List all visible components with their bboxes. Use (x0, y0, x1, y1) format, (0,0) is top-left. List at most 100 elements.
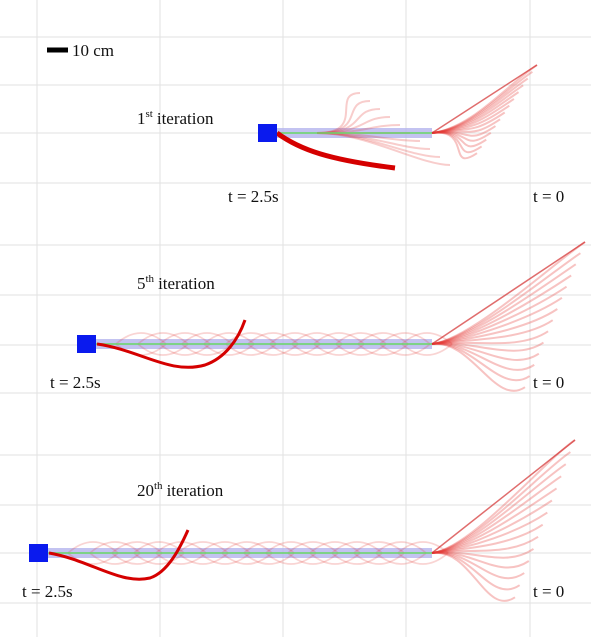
wave-curve (155, 552, 207, 565)
wave-curve (353, 552, 405, 565)
fan-curve (431, 98, 515, 134)
wave-curve (225, 332, 277, 345)
fan-curve (431, 342, 540, 361)
time-end: t = 0 (533, 373, 564, 392)
word: iteration (158, 274, 215, 293)
fan-curve (431, 131, 487, 148)
wave-curve (181, 343, 233, 356)
wave-curve (89, 552, 141, 565)
fan-curve (316, 92, 361, 134)
fan-curve (431, 252, 581, 345)
fan-curve (431, 131, 478, 160)
wave-curve (379, 332, 431, 345)
scale-label: 10 cm (72, 41, 114, 60)
wave-curve (331, 541, 383, 554)
fan-curve (431, 342, 531, 382)
fan-curve (316, 132, 451, 166)
fan-curve (431, 535, 539, 554)
wave-curve (401, 343, 453, 356)
wave-curve (331, 552, 383, 565)
wave-curve (397, 541, 449, 554)
wave-curve (313, 332, 365, 345)
iteration-label: 1st iteration (137, 108, 214, 128)
wave-curve (199, 541, 251, 554)
tip-line (431, 64, 538, 134)
fan-curve (431, 548, 535, 559)
wave-curve (375, 552, 427, 565)
wave-curve (133, 552, 185, 565)
base (77, 335, 96, 353)
wave-curve (111, 541, 163, 554)
iteration-label: 20th iteration (137, 480, 224, 500)
wave-curve (291, 332, 343, 345)
wave-curve (291, 343, 343, 356)
fan-curve (431, 319, 554, 345)
fan-curve (431, 84, 524, 134)
wave-curve (203, 343, 255, 356)
wave-curve (137, 332, 189, 345)
wave-curve (181, 332, 233, 345)
wave-curve (397, 552, 449, 565)
wave-curve (89, 541, 141, 554)
wave-curve (357, 343, 409, 356)
wave-curve (269, 343, 321, 356)
fan-curve (431, 131, 492, 142)
fan-curve (431, 523, 544, 554)
wave-curve (353, 541, 405, 554)
fan-curve (431, 342, 526, 392)
wave-curve (67, 541, 119, 554)
wave-curve (115, 332, 167, 345)
fan-curve (431, 263, 577, 345)
wave-curve (137, 343, 189, 356)
wave-curve (335, 343, 387, 356)
fan-curve (431, 70, 533, 134)
final-trajectory (275, 130, 396, 171)
base (258, 124, 277, 142)
wave-curve (67, 552, 119, 565)
wave-curve (401, 332, 453, 345)
iteration-label: 5th iteration (137, 273, 215, 293)
wave-curve (177, 541, 229, 554)
fan-curve (431, 487, 558, 554)
fan-curve (431, 551, 525, 580)
fan-curve (431, 91, 520, 134)
wave-curve (265, 552, 317, 565)
tip-line (431, 241, 586, 345)
fan-curve (431, 475, 562, 554)
wave-curve (269, 332, 321, 345)
fan-curve (431, 463, 567, 554)
word: iteration (167, 481, 224, 500)
wave-curve (159, 343, 211, 356)
time-start: t = 2.5s (22, 582, 73, 601)
fan-curve (431, 77, 529, 134)
final-trajectory (96, 319, 247, 369)
wave-curve (177, 552, 229, 565)
wave-curve (265, 541, 317, 554)
wave-curve (309, 552, 361, 565)
fan-curve (431, 551, 530, 569)
fan-curve (431, 551, 521, 591)
suffix: th (154, 480, 163, 492)
wave-curve (309, 541, 361, 554)
trajectories (29, 64, 586, 602)
fan-curve (431, 308, 558, 345)
wave-curve (247, 343, 299, 356)
wave-curve (199, 552, 251, 565)
fan-curve (431, 341, 545, 352)
time-start: t = 2.5s (50, 373, 101, 392)
fan-curve (431, 499, 553, 554)
fan-curve (431, 118, 501, 134)
wave-curve (313, 343, 365, 356)
fan-curve (431, 111, 506, 134)
fan-curve (431, 330, 549, 345)
fan-curve (316, 100, 371, 134)
wave-curve (159, 332, 211, 345)
base (29, 544, 48, 562)
ordinal: 1 (137, 109, 146, 128)
fan-curve (431, 125, 497, 137)
ordinal: 5 (137, 274, 146, 293)
final-trajectory (48, 529, 190, 581)
fan-curve (431, 511, 548, 554)
wave-curve (247, 332, 299, 345)
